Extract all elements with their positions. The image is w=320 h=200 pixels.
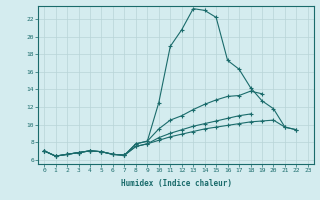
X-axis label: Humidex (Indice chaleur): Humidex (Indice chaleur) — [121, 179, 231, 188]
